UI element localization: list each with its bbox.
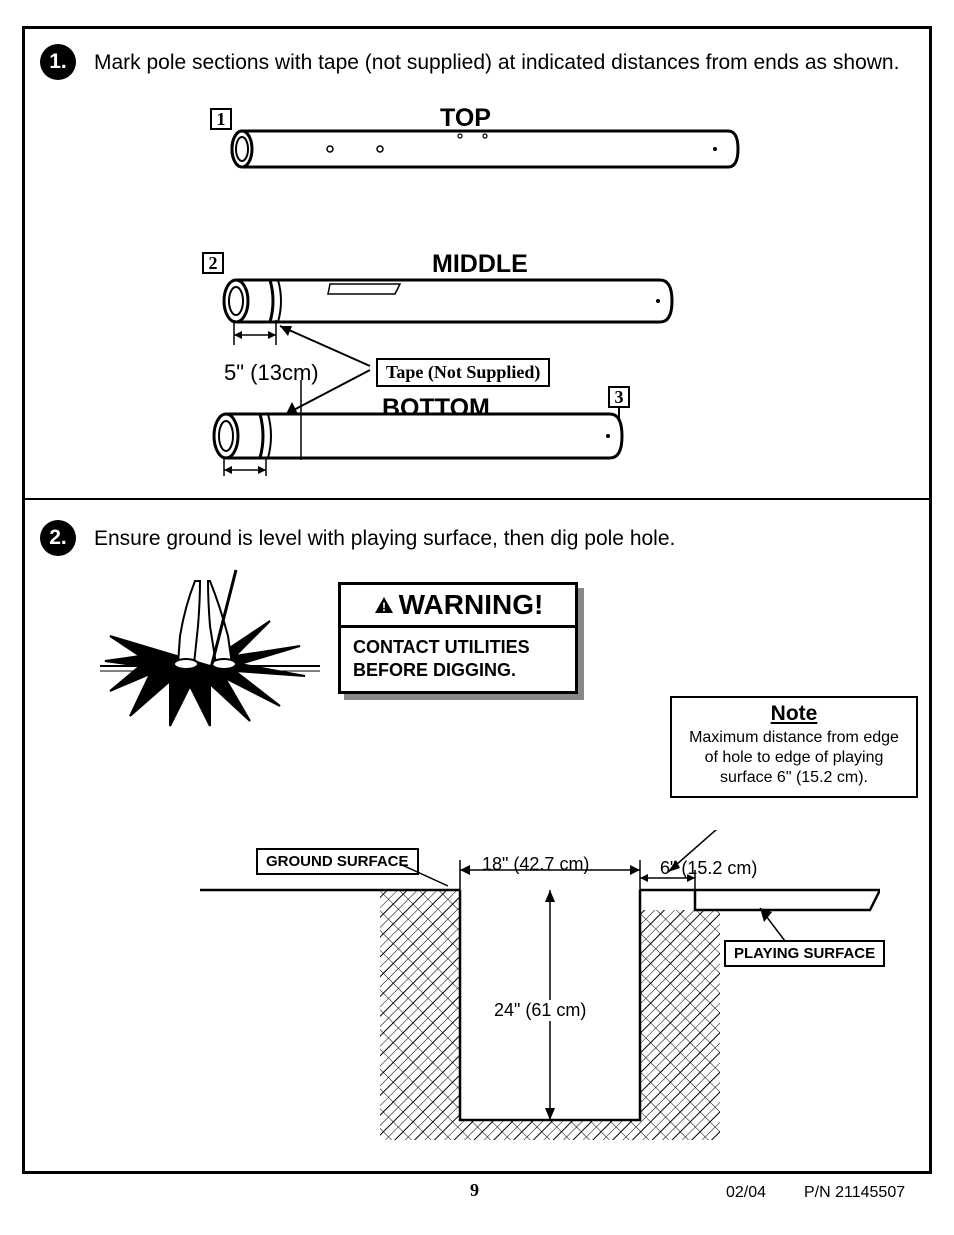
note-body: Maximum distance from edge of hole to ed… — [682, 728, 906, 788]
pole-top-svg — [230, 128, 740, 170]
depth-dim-text: 24" (61 cm) — [490, 1000, 590, 1021]
note-title: Note — [682, 702, 906, 726]
playing-surface-label: PLAYING SURFACE — [724, 940, 885, 967]
digging-icon — [100, 566, 320, 736]
warning-title: WARNING! — [399, 589, 544, 621]
section-divider — [25, 498, 929, 500]
gap-dim-text: 6" (15.2 cm) — [660, 858, 757, 879]
pole-middle-svg — [220, 276, 680, 326]
page-number: 9 — [470, 1180, 479, 1201]
warning-line-2: BEFORE DIGGING. — [353, 659, 563, 682]
footer-date: 02/04 — [726, 1184, 766, 1202]
step-2-text: Ensure ground is level with playing surf… — [94, 524, 914, 553]
warning-header: ! WARNING! — [341, 585, 575, 628]
ground-label-line — [400, 858, 450, 888]
warning-body: CONTACT UTILITIES BEFORE DIGGING. — [341, 628, 575, 691]
step-1-text: Mark pole sections with tape (not suppli… — [94, 48, 914, 77]
step-1-badge: 1. — [40, 44, 76, 80]
tape-arrows — [270, 322, 390, 422]
tape-label-box: Tape (Not Supplied) — [376, 358, 550, 387]
width-dim-text: 18" (42.7 cm) — [482, 854, 589, 875]
svg-text:!: ! — [382, 600, 386, 614]
pole-middle-label: MIDDLE — [432, 250, 528, 279]
dim-connect-line — [298, 380, 304, 460]
pole-num-1: 1 — [210, 108, 232, 130]
bottom-dim-arrow — [214, 458, 284, 483]
pole-num-3: 3 — [608, 386, 630, 408]
step-2-badge: 2. — [40, 520, 76, 556]
num3-line — [616, 408, 622, 418]
footer-part: P/N 21145507 — [804, 1184, 905, 1202]
ground-surface-label: GROUND SURFACE — [256, 848, 419, 875]
warning-box: ! WARNING! CONTACT UTILITIES BEFORE DIGG… — [338, 582, 578, 694]
note-box: Note Maximum distance from edge of hole … — [670, 696, 918, 798]
pole-bottom-svg — [210, 410, 630, 462]
pole-num-2: 2 — [202, 252, 224, 274]
warning-triangle-icon: ! — [373, 595, 395, 615]
warning-line-1: CONTACT UTILITIES — [353, 636, 563, 659]
hole-diagram — [200, 830, 880, 1160]
